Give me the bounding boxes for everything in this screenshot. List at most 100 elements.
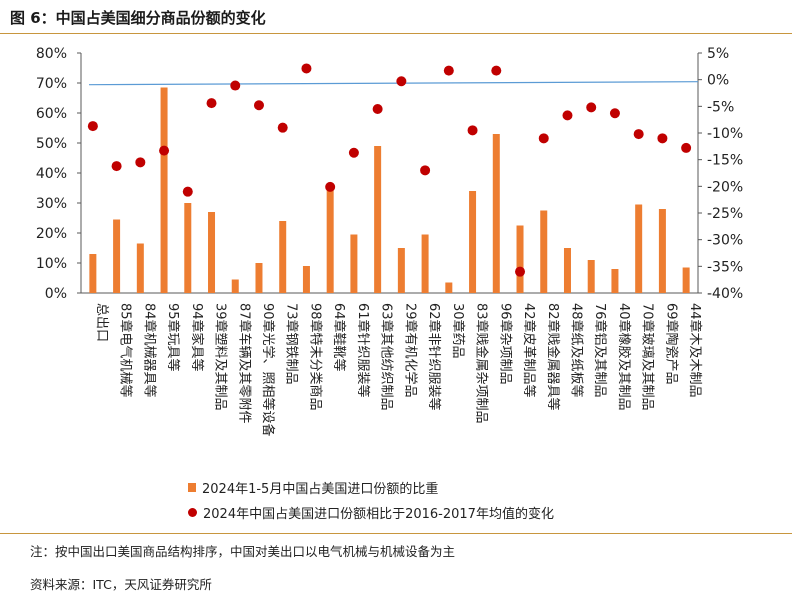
right-tick-label: -40% xyxy=(707,286,743,302)
left-tick-label: 50% xyxy=(36,136,67,152)
right-tick-label: 0% xyxy=(707,73,729,89)
dot xyxy=(681,142,692,153)
bar xyxy=(160,87,168,293)
figure-title: 图 6：中国占美国细分商品份额的变化 xyxy=(10,9,266,27)
dot xyxy=(586,102,597,113)
bar xyxy=(326,185,334,293)
category-label: 39章塑料及其制品 xyxy=(213,303,229,411)
category-label: 85章电气机械等 xyxy=(118,303,134,398)
bar xyxy=(255,263,263,293)
category-label: 30章药品 xyxy=(450,303,466,359)
left-tick-label: 70% xyxy=(36,76,67,92)
bar xyxy=(516,225,524,293)
bar xyxy=(89,254,97,293)
bottom-rule xyxy=(0,533,792,534)
bar xyxy=(279,221,287,293)
category-label: 29章有机化学品 xyxy=(402,303,418,398)
right-tick-label: -25% xyxy=(707,206,743,222)
dot xyxy=(657,133,668,144)
dot xyxy=(396,76,407,87)
bar xyxy=(540,210,548,293)
left-tick-label: 10% xyxy=(36,256,67,272)
category-label: 63章其他纺织制品 xyxy=(379,303,395,411)
bar xyxy=(350,234,358,293)
bar xyxy=(563,248,571,293)
category-label: 42章皮革制品等 xyxy=(521,303,537,398)
dot xyxy=(277,122,288,133)
category-label: 48章纸及纸板等 xyxy=(568,303,584,398)
dot xyxy=(230,80,241,91)
dot xyxy=(633,129,644,140)
left-tick-label: 40% xyxy=(36,166,67,182)
bar xyxy=(635,204,643,293)
category-label: 61章针织服装等 xyxy=(355,303,371,398)
dot xyxy=(87,121,98,132)
category-label: 87章车辆及其零附件 xyxy=(236,303,252,424)
dot xyxy=(609,108,620,119)
category-label: 95章玩具等 xyxy=(165,303,181,372)
bar xyxy=(611,269,619,293)
bar xyxy=(397,248,405,293)
dot xyxy=(325,181,336,192)
legend-bar-label: 2024年1-5月中国占美国进口份额的比重 xyxy=(202,482,439,497)
category-label: 70章玻璃及其制品 xyxy=(640,303,656,411)
category-label: 96章杂项制品 xyxy=(497,303,513,385)
category-label: 98章特未分类商品 xyxy=(307,303,323,411)
bar xyxy=(469,191,477,293)
category-label: 94章家具等 xyxy=(189,303,205,372)
category-label: 76章铝及其制品 xyxy=(592,303,608,398)
category-label: 44章木及木制品 xyxy=(687,303,703,398)
dot xyxy=(135,157,146,168)
left-tick-label: 0% xyxy=(45,286,67,302)
legend-item-dot: 2024年中国占美国进口份额相比于2016-2017年均值的变化 xyxy=(188,503,554,522)
source-note: 资料来源：ITC，天风证券研究所 xyxy=(30,577,212,592)
dot xyxy=(538,133,549,144)
bar xyxy=(421,234,429,293)
right-tick-label: 5% xyxy=(707,46,729,62)
dot xyxy=(301,63,312,74)
bar xyxy=(184,203,192,293)
dot xyxy=(182,186,193,197)
bar xyxy=(136,243,144,293)
right-tick-label: -10% xyxy=(707,126,743,142)
bar xyxy=(492,134,500,293)
legend-item-bar: 2024年1-5月中国占美国进口份额的比重 xyxy=(188,478,438,497)
dot xyxy=(111,161,122,172)
bar xyxy=(208,212,216,293)
category-label: 73章钢铁制品 xyxy=(284,303,300,385)
dot xyxy=(443,65,454,76)
bar xyxy=(658,209,666,293)
top-rule xyxy=(0,33,792,34)
dot xyxy=(467,125,478,136)
bar xyxy=(445,282,453,293)
left-tick-label: 80% xyxy=(36,46,67,62)
dot xyxy=(206,98,217,109)
dot xyxy=(515,266,526,277)
bar xyxy=(231,279,239,293)
right-tick-label: -5% xyxy=(707,99,734,115)
legend-dot-label: 2024年中国占美国进口份额相比于2016-2017年均值的变化 xyxy=(203,507,554,522)
category-label: 83章贱金属杂项制品 xyxy=(474,303,490,424)
category-label: 69章陶瓷产品 xyxy=(663,303,679,385)
dot xyxy=(491,65,502,76)
left-tick-label: 30% xyxy=(36,196,67,212)
category-label: 总出口 xyxy=(94,303,109,342)
category-label: 90章光学、照相等设备 xyxy=(260,303,276,437)
category-label: 82章贱金属器具等 xyxy=(545,303,561,411)
dot xyxy=(253,100,264,111)
right-tick-label: -15% xyxy=(707,153,743,169)
bar xyxy=(682,267,690,293)
share-change-chart: 0% 10% 20% 30% 40% 50% 60% 70% 80% -40% -35% -30% -2… xyxy=(36,46,743,437)
legend-dot-swatch xyxy=(188,508,197,517)
category-label: 64章鞋靴等 xyxy=(331,303,347,372)
left-tick-label: 60% xyxy=(36,106,67,122)
bar xyxy=(302,266,310,293)
dot xyxy=(159,145,170,156)
dot xyxy=(562,110,573,121)
dot xyxy=(420,165,431,176)
category-label: 84章机械器具等 xyxy=(141,303,157,398)
category-label: 40章橡胶及其制品 xyxy=(616,303,632,411)
bar xyxy=(587,260,595,293)
footnote: 注：按中国出口美国商品结构排序，中国对美出口以电气机械与机械设备为主 xyxy=(30,544,456,559)
bar xyxy=(113,219,121,293)
